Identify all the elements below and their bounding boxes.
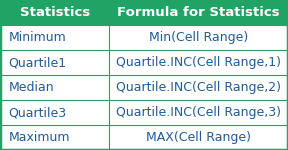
Text: Maximum: Maximum: [9, 131, 70, 144]
Text: Formula for Statistics: Formula for Statistics: [118, 6, 280, 19]
Bar: [109, 0, 288, 25]
Bar: [109, 50, 288, 75]
Text: Quartile1: Quartile1: [9, 56, 67, 69]
Bar: [109, 125, 288, 150]
Bar: [0, 75, 109, 100]
Text: Quartile.INC(Cell Range,3): Quartile.INC(Cell Range,3): [116, 106, 281, 119]
Text: Statistics: Statistics: [20, 6, 90, 19]
Text: Median: Median: [9, 81, 54, 94]
Text: Quartile3: Quartile3: [9, 106, 67, 119]
Bar: [0, 125, 109, 150]
Bar: [0, 100, 109, 125]
Bar: [0, 25, 109, 50]
Text: Min(Cell Range): Min(Cell Range): [149, 31, 248, 44]
Text: Quartile.INC(Cell Range,1): Quartile.INC(Cell Range,1): [116, 56, 281, 69]
Bar: [109, 25, 288, 50]
Bar: [0, 50, 109, 75]
Bar: [0, 0, 109, 25]
Text: Minimum: Minimum: [9, 31, 67, 44]
Text: MAX(Cell Range): MAX(Cell Range): [146, 131, 251, 144]
Bar: [109, 75, 288, 100]
Bar: [109, 100, 288, 125]
Text: Quartile.INC(Cell Range,2): Quartile.INC(Cell Range,2): [116, 81, 281, 94]
